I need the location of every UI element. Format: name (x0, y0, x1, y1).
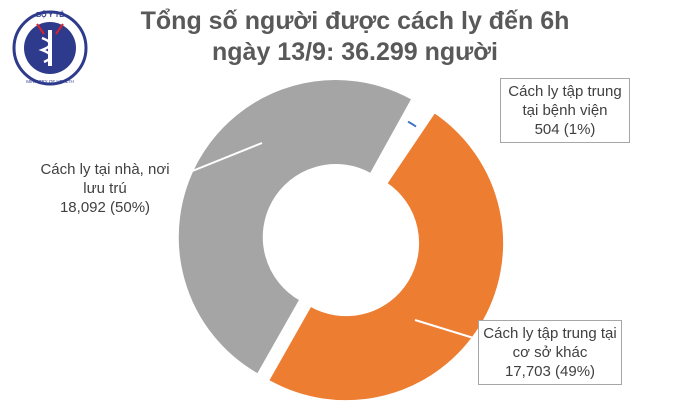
category-label: Cách ly tập trung tại cơ sở khác (483, 325, 617, 361)
data-label: Cách ly tập trung tại cơ sở khác 17,703 (… (478, 320, 622, 385)
leader-line (469, 117, 506, 141)
value-label: 18,092 (50%) (59, 199, 151, 216)
value-label: 17,703 (49%) (504, 363, 596, 380)
category-label: Cách ly tập trung tại bệnh viện (508, 83, 622, 119)
leader-line (164, 142, 263, 183)
value-label: 504 (1%) (534, 121, 596, 138)
leader-line (414, 319, 481, 341)
logo: BỘ Y TẾ MINISTRY OF HEALTH (12, 9, 88, 86)
data-label: Cách ly tập trung tại bệnh viện 504 (1%) (500, 78, 630, 143)
logo-text: BỘ Y TẾ (36, 9, 64, 19)
donut-segment (404, 118, 420, 131)
data-label: Cách ly tại nhà, nơi lưu trú 18,092 (50%) (40, 160, 170, 217)
category-label: Cách ly tại nhà, nơi lưu trú (40, 161, 170, 197)
logo-text: MINISTRY OF HEALTH (26, 79, 74, 84)
chart-title: Tổng số người được cách ly đến 6h ngày 1… (140, 7, 570, 66)
